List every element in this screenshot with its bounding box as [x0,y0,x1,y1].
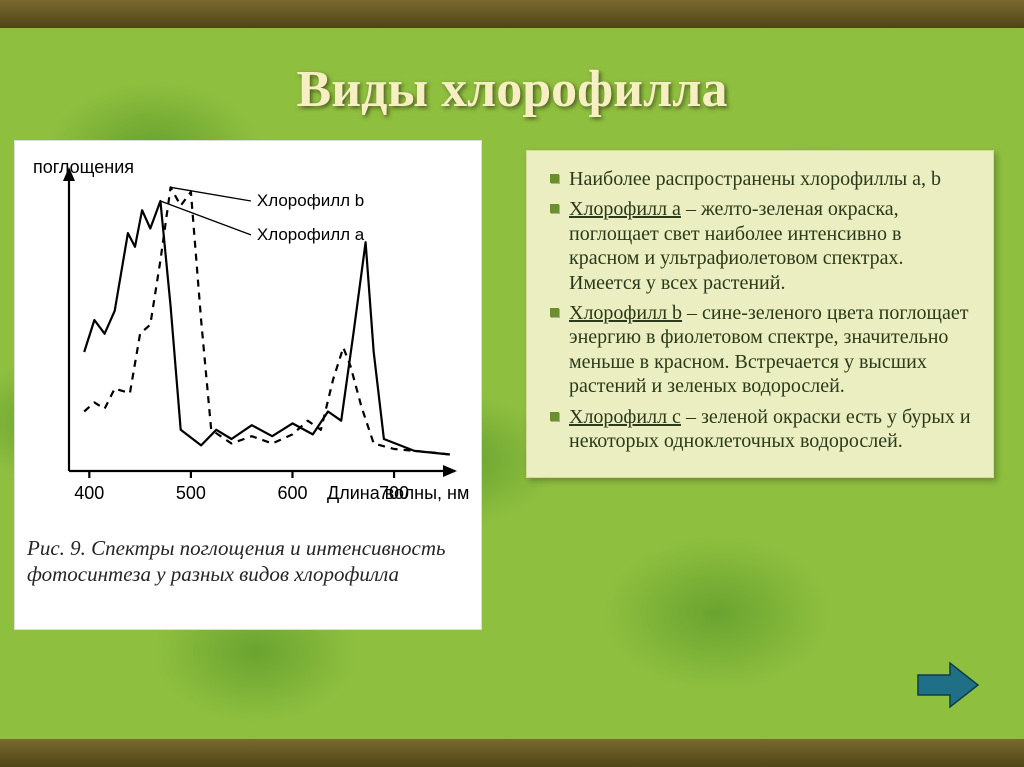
svg-text:Хлорофилл b: Хлорофилл b [257,191,364,210]
page-title: Виды хлорофилла [0,60,1024,119]
svg-text:поглощения: поглощения [33,157,134,177]
list-item: Хлорофилл а – желто-зеленая окраска, пог… [547,197,973,295]
list-item: Наиболее распространены хлорофиллы а, b [547,167,973,191]
bullet-list: Наиболее распространены хлорофиллы а, b Х… [547,167,973,453]
arrow-right-icon [918,663,978,707]
svg-text:500: 500 [176,483,206,503]
decor-bar-bottom [0,739,1024,767]
list-item: Хлорофилл b – сине-зеленого цвета поглощ… [547,301,973,399]
svg-text:400: 400 [74,483,104,503]
text-panel: Наиболее распространены хлорофиллы а, b Х… [526,150,994,478]
next-slide-button[interactable] [914,659,982,711]
caption-text: Спектры поглощения и интенсивность фотос… [27,536,446,586]
chart-caption: Рис. 9. Спектры поглощения и интенсивнос… [23,529,473,588]
decor-bar-top [0,0,1024,28]
svg-text:Длина волны, нм: Длина волны, нм [327,483,469,503]
svg-text:600: 600 [277,483,307,503]
chart-panel: 400500600700поглощенияДлина волны, нмХло… [14,140,482,630]
absorption-spectrum-chart: 400500600700поглощенияДлина волны, нмХло… [23,149,475,529]
svg-text:Хлорофилл а: Хлорофилл а [257,225,365,244]
caption-prefix: Рис. 9. [27,536,86,560]
list-item: Хлорофилл с – зеленой окраски есть у бур… [547,405,973,454]
